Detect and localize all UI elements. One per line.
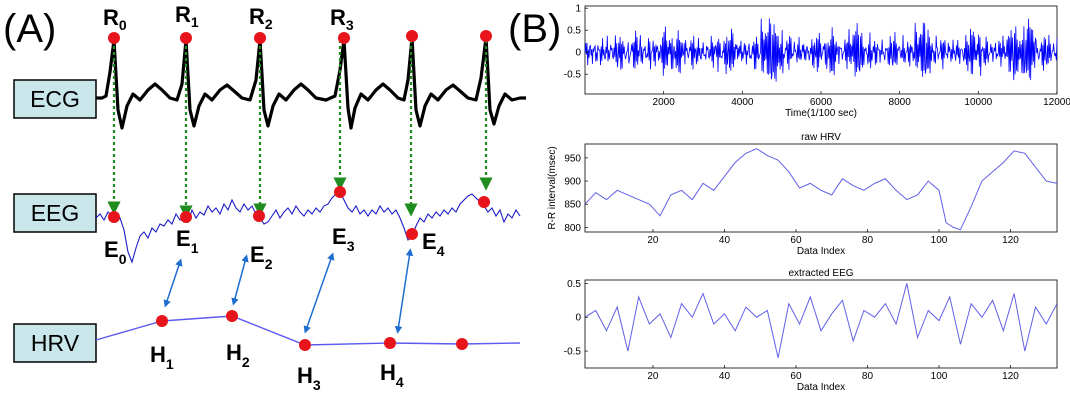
x-tick-label: 60 bbox=[790, 371, 802, 382]
panel-a: (A) ECG EEG HRV bbox=[3, 2, 526, 393]
x-tick-label: 60 bbox=[790, 235, 802, 246]
x-tick-label: 2000 bbox=[653, 97, 676, 108]
x-axis-label: Data Index bbox=[797, 382, 845, 393]
y-axis-label: R-R interval(msec) bbox=[547, 146, 558, 229]
h-point-marker bbox=[456, 338, 468, 350]
r-peak-marker bbox=[180, 32, 192, 44]
hrv-label: HRV bbox=[31, 330, 80, 356]
x-tick-label: 40 bbox=[719, 371, 731, 382]
series-line bbox=[584, 18, 1058, 82]
panel-b-label: (B) bbox=[508, 7, 561, 51]
y-tick-label: 0 bbox=[575, 313, 581, 324]
e3-label: E3 bbox=[332, 224, 355, 254]
hrv-box: HRV bbox=[13, 323, 97, 363]
h-point-markers bbox=[156, 310, 468, 351]
rr-interval-plot: 20 40 60 80 100 120 950 900 850 800 Data Index raw … bbox=[547, 132, 1058, 257]
r-peak-marker bbox=[406, 30, 418, 42]
r-peak-marker bbox=[480, 30, 492, 42]
r-peak-markers bbox=[108, 30, 492, 44]
panel-a-label: (A) bbox=[3, 7, 56, 51]
x-tick-label: 120 bbox=[1002, 371, 1019, 382]
x-axis-label: Time(1/100 sec) bbox=[785, 108, 857, 119]
h1-label: H1 bbox=[150, 342, 174, 372]
h2-label: H2 bbox=[226, 340, 250, 370]
link-arrow bbox=[231, 254, 249, 306]
r0-label: R0 bbox=[103, 5, 127, 33]
x-tick-label: 80 bbox=[862, 371, 874, 382]
e-point-marker bbox=[406, 228, 418, 240]
y-tick-label: -0.5 bbox=[564, 70, 582, 81]
series-line bbox=[584, 283, 1058, 358]
plot-frame bbox=[584, 143, 1058, 233]
h3-label: H3 bbox=[297, 363, 321, 393]
r1-label: R1 bbox=[175, 2, 199, 30]
series-line bbox=[584, 148, 1058, 231]
y-tick-label: 850 bbox=[564, 200, 581, 211]
y-tick-label: 800 bbox=[564, 223, 581, 234]
y-tick-label: 950 bbox=[564, 153, 581, 164]
r3-label: R3 bbox=[330, 5, 354, 33]
x-tick-label: 100 bbox=[931, 371, 948, 382]
h-point-marker bbox=[384, 337, 396, 349]
r-peak-marker bbox=[338, 32, 350, 44]
y-tick-label: 1 bbox=[575, 4, 581, 15]
ecg-trace bbox=[96, 36, 526, 130]
y-tick-label: 0.5 bbox=[567, 26, 581, 37]
h-point-marker bbox=[156, 315, 168, 327]
ecg-label: ECG bbox=[30, 86, 80, 112]
x-tick-label: 12000 bbox=[1043, 97, 1070, 108]
x-tick-label: 10000 bbox=[964, 97, 992, 108]
x-tick-label: 100 bbox=[931, 235, 948, 246]
r-peak-marker bbox=[254, 32, 266, 44]
eeg-box: EEG bbox=[13, 193, 97, 233]
h4-label: H4 bbox=[380, 360, 404, 390]
eeg-trace bbox=[95, 191, 521, 264]
e4-label: E4 bbox=[422, 229, 445, 259]
ecg-box: ECG bbox=[13, 79, 97, 119]
link-arrow bbox=[303, 252, 335, 334]
link-arrow bbox=[394, 248, 414, 334]
h-point-marker bbox=[226, 310, 238, 322]
link-arrow bbox=[163, 258, 183, 308]
e-point-marker bbox=[478, 196, 490, 208]
e2-label: E2 bbox=[250, 242, 273, 272]
raw-hrv-signal-plot: 2000 4000 6000 8000 10000 12000 1 0.5 0 -0.5 Time(… bbox=[564, 4, 1070, 119]
y-tick-label: -0.5 bbox=[564, 347, 582, 358]
x-tick-label: 4000 bbox=[731, 97, 754, 108]
y-tick-label: 900 bbox=[564, 177, 581, 188]
plot-frame bbox=[584, 279, 1058, 369]
extracted-eeg-plot: 20 40 60 80 100 120 0.5 0 -0.5 Data Index extracte… bbox=[564, 268, 1058, 393]
x-tick-label: 120 bbox=[1002, 235, 1019, 246]
h-point-marker bbox=[299, 339, 311, 351]
x-axis-label: Data Index bbox=[797, 246, 845, 257]
eeg-label: EEG bbox=[31, 200, 80, 226]
e-point-marker bbox=[334, 186, 346, 198]
e1-label: E1 bbox=[176, 226, 199, 256]
e0-label: E0 bbox=[104, 237, 127, 267]
e-point-marker bbox=[180, 211, 192, 223]
x-tick-label: 20 bbox=[647, 371, 659, 382]
chart-title: raw HRV bbox=[801, 132, 841, 143]
x-tick-label: 80 bbox=[862, 235, 874, 246]
y-tick-label: 0.5 bbox=[567, 279, 581, 290]
panel-b: (B) 2000 4000 6000 8000 10000 1200010.50-0.5T… bbox=[508, 4, 1070, 393]
y-tick-label: 0 bbox=[575, 48, 581, 59]
e-point-marker bbox=[108, 211, 120, 223]
e-point-marker bbox=[253, 210, 265, 222]
ecg-to-eeg-arrows bbox=[107, 40, 493, 219]
e-point-markers bbox=[108, 186, 490, 240]
r-peak-marker bbox=[108, 32, 120, 44]
x-tick-label: 40 bbox=[719, 235, 731, 246]
x-tick-label: 6000 bbox=[810, 97, 833, 108]
chart-title: extracted EEG bbox=[788, 268, 853, 279]
x-tick-label: 8000 bbox=[889, 97, 912, 108]
r2-label: R2 bbox=[249, 4, 273, 32]
eeg-hrv-links bbox=[163, 248, 414, 334]
x-tick-label: 20 bbox=[647, 235, 659, 246]
